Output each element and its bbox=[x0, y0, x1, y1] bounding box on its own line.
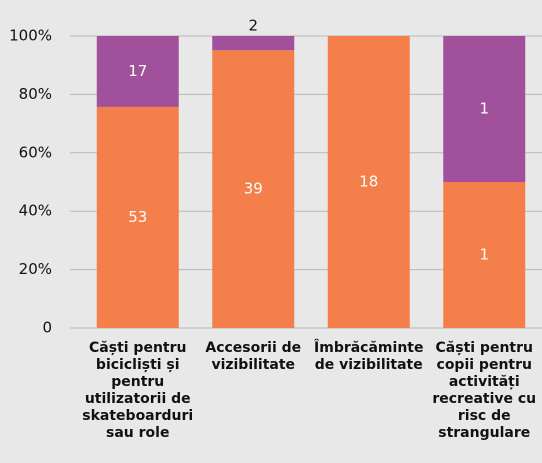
x-tick-label: Căști pentru copii pentru activități rec… bbox=[432, 340, 537, 441]
x-tick-label: Îmbrăcăminte de vizibilitate bbox=[314, 340, 424, 373]
bar-segment bbox=[212, 36, 295, 51]
y-tick-label: 80% bbox=[19, 85, 52, 103]
bar-segment bbox=[96, 106, 179, 329]
y-tick-label: 60% bbox=[19, 143, 52, 161]
bar-segment bbox=[443, 182, 526, 328]
data-label: 2 bbox=[248, 17, 258, 35]
data-label: 18 bbox=[359, 173, 378, 191]
bar-segment bbox=[443, 36, 526, 182]
y-tick-label: 0 bbox=[42, 319, 52, 337]
data-label: 53 bbox=[128, 208, 147, 226]
data-label: 1 bbox=[479, 100, 489, 118]
data-label: 39 bbox=[244, 180, 263, 198]
x-tick-label: Accesorii de vizibilitate bbox=[205, 340, 302, 373]
y-tick-label: 100% bbox=[9, 27, 52, 45]
y-tick-label: 40% bbox=[19, 202, 52, 220]
y-tick-label: 20% bbox=[19, 260, 52, 278]
data-label: 17 bbox=[128, 62, 147, 80]
bar-segment bbox=[327, 36, 410, 328]
bar-segment bbox=[212, 50, 295, 329]
x-tick-label: Căști pentru bicicliști și pentru utiliz… bbox=[82, 340, 194, 441]
bar-segment bbox=[96, 36, 179, 107]
data-label: 1 bbox=[479, 246, 489, 264]
